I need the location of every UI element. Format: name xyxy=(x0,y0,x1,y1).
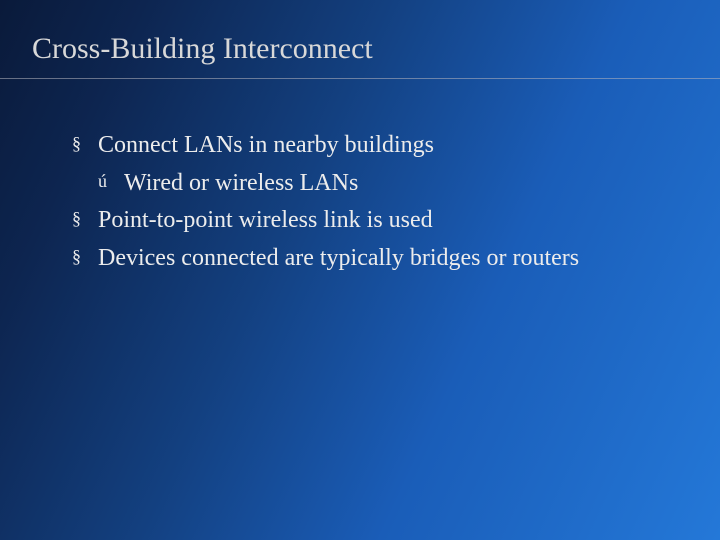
slide-title: Cross-Building Interconnect xyxy=(0,0,720,66)
bullet-text: Wired or wireless LANs xyxy=(124,170,358,196)
square-bullet-icon: § xyxy=(72,244,81,269)
bullet-text: Connect LANs in nearby buildings xyxy=(98,132,434,158)
slide: Cross-Building Interconnect § Connect LA… xyxy=(0,0,720,540)
bullet-sub-item: ú Wired or wireless LANs xyxy=(98,167,680,201)
hollow-square-bullet-icon: ú xyxy=(98,169,107,194)
bullet-item: § Point-to-point wireless link is used xyxy=(72,204,680,238)
bullet-item: § Devices connected are typically bridge… xyxy=(72,242,680,276)
bullet-item: § Connect LANs in nearby buildings xyxy=(72,129,680,163)
slide-content: § Connect LANs in nearby buildings ú Wir… xyxy=(0,79,720,275)
square-bullet-icon: § xyxy=(72,131,81,156)
bullet-text: Point-to-point wireless link is used xyxy=(98,207,433,233)
bullet-text: Devices connected are typically bridges … xyxy=(98,245,579,271)
square-bullet-icon: § xyxy=(72,206,81,231)
